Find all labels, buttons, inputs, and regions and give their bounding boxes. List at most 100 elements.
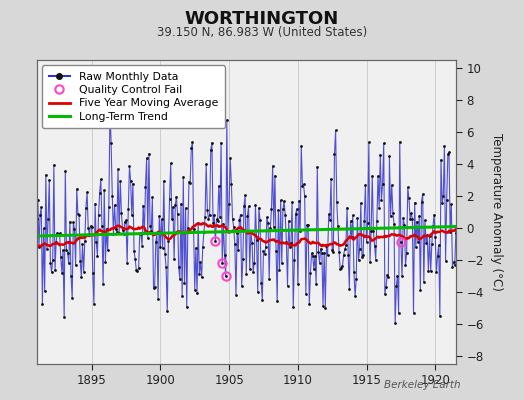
Point xyxy=(306,270,314,277)
Point xyxy=(78,241,86,247)
Point xyxy=(401,262,410,268)
Point xyxy=(345,286,354,292)
Point xyxy=(424,268,433,274)
Point xyxy=(400,221,409,228)
Point xyxy=(280,198,288,204)
Point xyxy=(435,313,444,319)
Point xyxy=(428,240,436,247)
Point xyxy=(150,284,159,290)
Point xyxy=(261,244,270,250)
Point xyxy=(82,204,90,211)
Point xyxy=(423,232,431,239)
Point xyxy=(247,228,255,235)
Point xyxy=(242,271,250,278)
Point xyxy=(180,280,189,287)
Point xyxy=(378,181,387,187)
Point xyxy=(422,240,430,246)
Point xyxy=(319,302,327,309)
Point xyxy=(189,226,198,232)
Point xyxy=(203,206,212,213)
Point xyxy=(248,240,256,246)
Point xyxy=(196,259,205,266)
Point xyxy=(164,238,172,244)
Legend: Raw Monthly Data, Quality Control Fail, Five Year Moving Average, Long-Term Tren: Raw Monthly Data, Quality Control Fail, … xyxy=(42,66,225,128)
Point xyxy=(451,261,459,268)
Point xyxy=(279,206,287,213)
Point xyxy=(75,212,83,218)
Point xyxy=(130,248,138,254)
Point xyxy=(414,239,422,245)
Point xyxy=(292,206,301,213)
Point xyxy=(278,260,286,266)
Point xyxy=(211,238,220,244)
Point xyxy=(326,217,334,223)
Point xyxy=(327,176,335,182)
Point xyxy=(402,250,411,256)
Point xyxy=(456,211,465,218)
Point xyxy=(246,266,254,272)
Point xyxy=(295,198,303,204)
Point xyxy=(160,178,168,184)
Point xyxy=(186,180,194,186)
Point xyxy=(322,243,331,250)
Text: WORTHINGTON: WORTHINGTON xyxy=(185,10,339,28)
Point xyxy=(69,219,78,226)
Point xyxy=(231,241,239,247)
Point xyxy=(46,260,54,266)
Point xyxy=(364,220,372,227)
Point xyxy=(71,262,80,268)
Point xyxy=(60,314,68,320)
Point xyxy=(102,226,111,232)
Point xyxy=(390,221,398,227)
Point xyxy=(54,232,63,238)
Point xyxy=(67,273,75,279)
Point xyxy=(420,279,428,285)
Point xyxy=(223,117,231,123)
Point xyxy=(137,231,145,237)
Point xyxy=(149,285,158,291)
Point xyxy=(125,163,134,170)
Point xyxy=(334,223,342,229)
Point xyxy=(430,212,438,218)
Point xyxy=(438,200,446,206)
Point xyxy=(258,297,267,304)
Point xyxy=(313,163,322,170)
Point xyxy=(267,206,276,212)
Point xyxy=(85,231,94,237)
Point xyxy=(312,280,320,287)
Y-axis label: Temperature Anomaly (°C): Temperature Anomaly (°C) xyxy=(490,133,503,291)
Point xyxy=(194,220,202,226)
Point xyxy=(416,287,424,294)
Point xyxy=(403,184,412,190)
Point xyxy=(255,204,263,211)
Point xyxy=(408,216,417,222)
Point xyxy=(336,266,344,272)
Point xyxy=(244,203,253,209)
Point xyxy=(118,226,127,233)
Point xyxy=(109,231,117,237)
Point xyxy=(96,176,105,182)
Point xyxy=(399,215,407,222)
Point xyxy=(140,230,148,236)
Point xyxy=(210,212,219,218)
Point xyxy=(251,202,259,208)
Point xyxy=(300,193,309,200)
Point xyxy=(61,168,70,174)
Point xyxy=(101,259,110,265)
Point xyxy=(341,246,349,253)
Point xyxy=(249,269,257,275)
Point xyxy=(44,216,52,222)
Point xyxy=(123,260,132,266)
Point xyxy=(429,223,437,230)
Point xyxy=(32,216,41,222)
Point xyxy=(343,204,351,211)
Point xyxy=(271,172,279,179)
Point xyxy=(328,247,336,254)
Point xyxy=(117,210,126,216)
Point xyxy=(170,256,178,262)
Point xyxy=(450,258,458,265)
Point xyxy=(217,139,225,146)
Point xyxy=(330,151,339,157)
Point xyxy=(201,214,209,220)
Point xyxy=(372,256,380,263)
